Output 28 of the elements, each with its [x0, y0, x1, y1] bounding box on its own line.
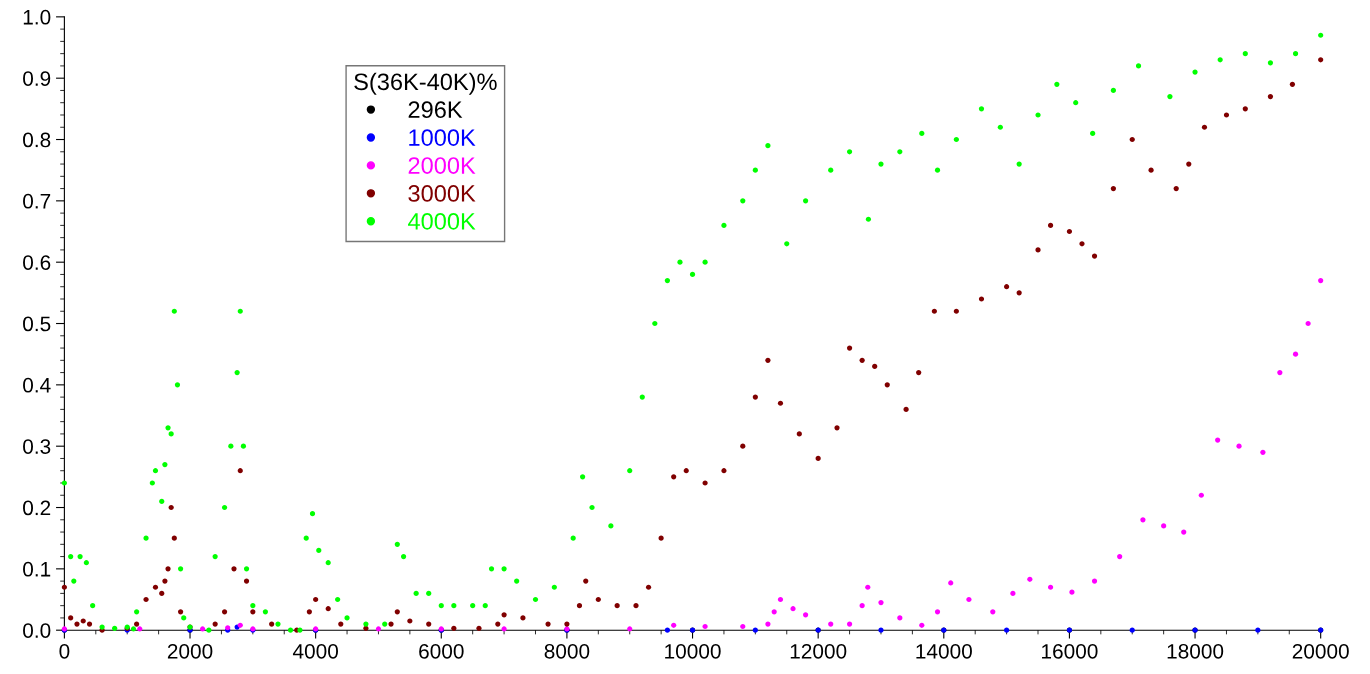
x-tick-label: 0: [59, 643, 70, 659]
legend-label: 2000K: [408, 157, 476, 174]
legend-label: 4000K: [408, 213, 476, 230]
y-tick-label: 0.0: [23, 623, 51, 638]
y-tick-label: 1.0: [23, 9, 51, 25]
legend-label: 3000K: [408, 185, 476, 202]
y-tick-label: 0.5: [23, 316, 51, 332]
legend-label: 1000K: [409, 129, 476, 146]
x-tick-label: 12000: [790, 643, 847, 659]
x-tick-label: 6000: [419, 643, 464, 659]
x-tick-label: 8000: [544, 643, 590, 659]
y-tick-label: 0.6: [23, 255, 51, 270]
legend-label: 296K: [408, 101, 463, 119]
y-tick-label: 0.9: [23, 71, 51, 86]
y-tick-label: 0.3: [23, 439, 51, 454]
x-tick-label: 2000: [167, 643, 213, 659]
legend-title: S(36K-40K)%: [354, 72, 497, 95]
y-tick-label: 0.2: [23, 500, 51, 516]
x-tick-label: 14000: [916, 643, 972, 659]
x-tick-label: 10000: [665, 643, 721, 659]
x-tick-label: 16000: [1042, 643, 1098, 659]
y-tick-label: 0.7: [23, 193, 51, 209]
x-tick-label: 4000: [292, 643, 339, 659]
y-tick-label: 0.4: [23, 377, 51, 393]
x-tick-label: 20000: [1292, 643, 1349, 659]
y-tick-label: 0.8: [23, 132, 51, 148]
y-tick-label: 0.1: [23, 561, 51, 577]
x-tick-label: 18000: [1167, 643, 1224, 659]
